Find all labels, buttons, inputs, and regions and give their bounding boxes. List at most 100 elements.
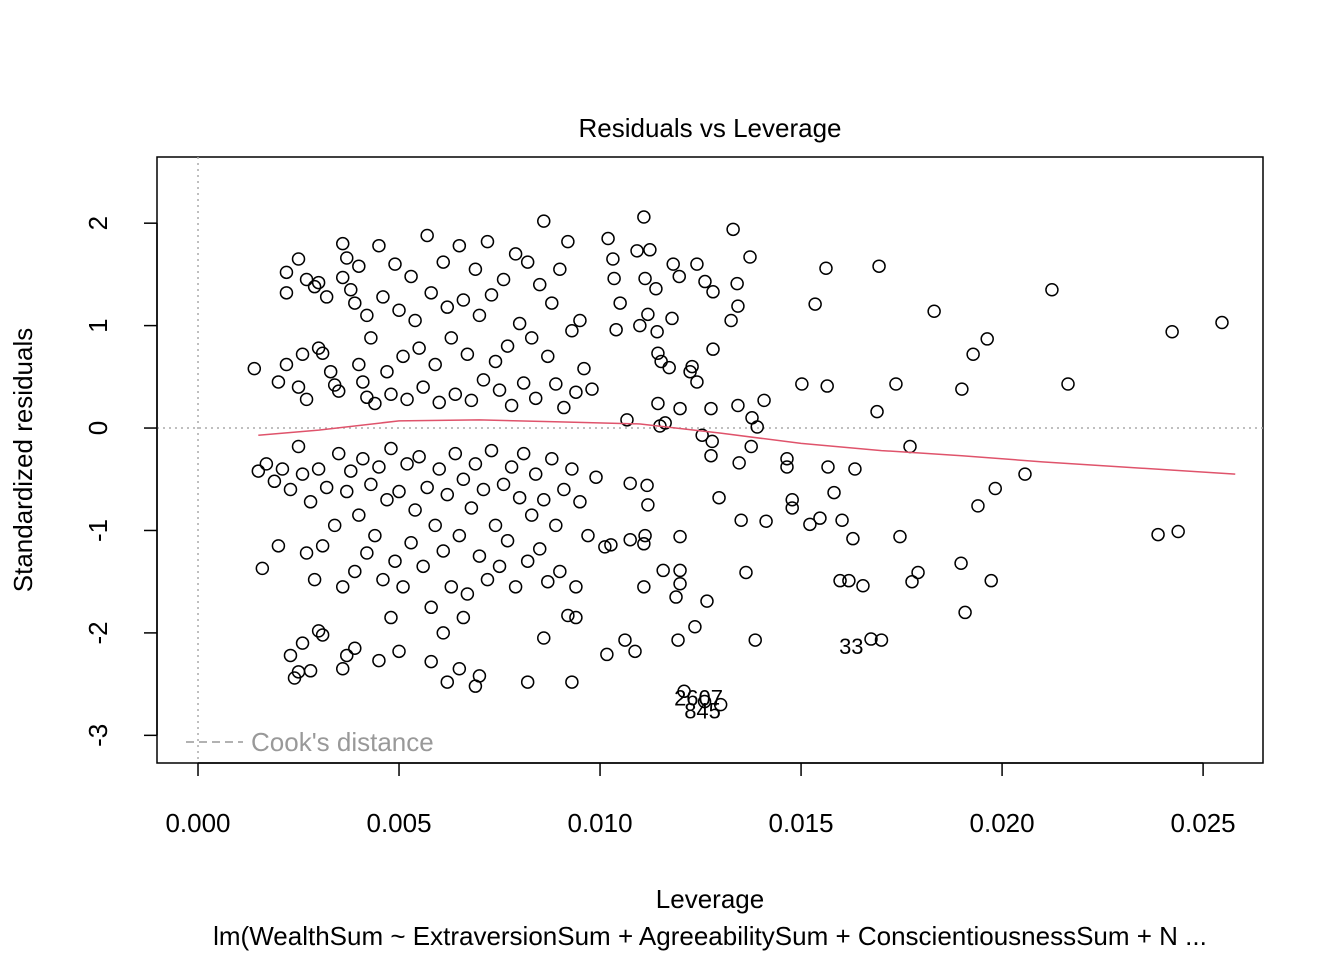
point — [553, 262, 567, 277]
y-tick-label: 0 — [83, 421, 113, 435]
point — [695, 428, 709, 442]
point — [468, 262, 483, 277]
point — [291, 380, 306, 394]
point — [315, 539, 330, 553]
point — [541, 349, 555, 364]
point — [541, 574, 555, 589]
point — [731, 398, 745, 413]
point — [870, 404, 884, 419]
point — [638, 528, 652, 543]
point — [633, 318, 647, 333]
point — [500, 339, 515, 353]
point — [927, 304, 941, 319]
point — [656, 563, 670, 578]
point — [472, 308, 487, 323]
point — [364, 331, 378, 345]
point — [980, 332, 994, 346]
point — [452, 238, 467, 253]
point — [452, 528, 467, 543]
point — [623, 476, 637, 491]
point — [705, 434, 719, 449]
point — [516, 446, 531, 461]
point — [820, 379, 834, 393]
point — [476, 373, 491, 387]
point — [404, 536, 418, 550]
point — [356, 375, 370, 389]
point — [388, 257, 402, 271]
point — [456, 293, 471, 307]
point — [549, 518, 563, 533]
y-tick-label: -3 — [83, 724, 113, 747]
point — [958, 605, 972, 620]
point — [492, 383, 507, 397]
y-tick-label: 2 — [83, 216, 113, 230]
point — [368, 396, 382, 411]
point — [352, 259, 366, 273]
point — [669, 590, 683, 604]
point — [352, 357, 366, 372]
point — [637, 580, 651, 594]
point — [323, 364, 338, 379]
point — [376, 290, 390, 304]
point — [376, 572, 390, 587]
point — [833, 573, 847, 588]
point — [706, 285, 720, 299]
point — [492, 559, 507, 574]
point — [255, 561, 270, 576]
point — [348, 564, 362, 579]
point — [496, 272, 511, 287]
point — [384, 610, 398, 625]
point — [424, 600, 438, 615]
point — [303, 495, 318, 509]
point — [340, 648, 354, 663]
point — [1061, 377, 1075, 391]
point — [307, 279, 322, 294]
point — [480, 234, 495, 249]
point — [673, 401, 687, 416]
point — [630, 244, 644, 258]
point — [706, 342, 720, 356]
point — [299, 546, 314, 560]
point — [283, 648, 298, 663]
point — [335, 662, 350, 676]
point — [872, 259, 886, 273]
point — [911, 565, 925, 580]
point — [251, 464, 266, 478]
point — [476, 482, 491, 497]
point — [456, 472, 471, 487]
point — [360, 308, 374, 323]
point — [504, 460, 519, 474]
point — [842, 573, 856, 588]
point — [516, 376, 531, 390]
point — [649, 281, 663, 296]
point — [372, 238, 386, 253]
point — [428, 518, 442, 533]
point — [392, 484, 406, 499]
point — [690, 257, 704, 271]
point — [344, 283, 358, 297]
point — [331, 446, 346, 461]
point — [247, 361, 262, 376]
point — [577, 361, 591, 376]
point — [508, 580, 523, 594]
point — [436, 544, 450, 558]
y-axis-title: Standardized residuals — [8, 328, 38, 593]
point — [803, 517, 817, 532]
point — [380, 492, 394, 507]
point — [643, 243, 657, 257]
point — [640, 478, 654, 493]
point — [609, 322, 623, 337]
point — [666, 257, 680, 271]
point — [607, 271, 621, 286]
point — [874, 633, 889, 647]
point — [1215, 315, 1229, 330]
point — [500, 533, 515, 548]
point — [396, 349, 410, 364]
point — [295, 467, 310, 481]
point — [496, 477, 511, 492]
x-axis-title: Leverage — [656, 884, 764, 914]
chart-title: Residuals vs Leverage — [578, 113, 841, 143]
point — [412, 449, 426, 464]
point — [697, 694, 712, 709]
point — [291, 252, 306, 266]
